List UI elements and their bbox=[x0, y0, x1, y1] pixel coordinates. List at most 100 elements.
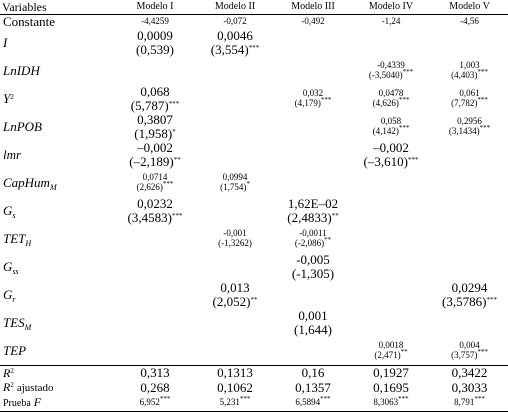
cell: -0,005 (-1,305) bbox=[275, 253, 351, 281]
table-row: LnPOB 0,3807 (1,958)* 0,058 (4,142)*** 0,2956… bbox=[0, 113, 508, 141]
label-emphasis: F bbox=[33, 395, 42, 410]
significance: ** bbox=[250, 295, 258, 304]
coefficient: 8,3063 bbox=[373, 397, 399, 408]
coefficient-line: -0,001 bbox=[195, 228, 275, 239]
significance: *** bbox=[239, 395, 251, 404]
label-text: R bbox=[3, 365, 11, 380]
coefficient-line: 0,0046 bbox=[195, 29, 275, 43]
t-stat-line: (7,782)*** bbox=[431, 96, 508, 108]
cell bbox=[275, 169, 351, 197]
cell bbox=[195, 197, 275, 225]
cell bbox=[115, 309, 195, 337]
significance: *** bbox=[479, 123, 491, 132]
row-label: TETH bbox=[0, 225, 115, 253]
significance: ** bbox=[173, 155, 181, 164]
coefficient: -4,4259 bbox=[141, 16, 169, 27]
coefficient: 0,0994 bbox=[222, 172, 248, 183]
t-stat-line: (2,471)** bbox=[351, 348, 431, 360]
cell bbox=[351, 281, 431, 309]
t-statistic: (-1,305) bbox=[291, 265, 335, 281]
label-text: TEP bbox=[3, 342, 27, 358]
t-statistic: (4,142) bbox=[372, 125, 399, 136]
coefficient-line: 0,004 bbox=[431, 340, 508, 350]
coefficient-line: 6,952*** bbox=[115, 396, 195, 407]
cell bbox=[275, 113, 351, 141]
coefficient-line: -1,24 bbox=[351, 16, 431, 27]
cell bbox=[115, 281, 195, 309]
coefficient: 0,3033 bbox=[451, 380, 488, 396]
cell: 0,032 (4,179)*** bbox=[275, 85, 351, 113]
coefficient-line: 0,16 bbox=[275, 366, 351, 380]
cell: 1,62E–02 (2,4833)** bbox=[275, 197, 351, 225]
t-statistic: (2,626) bbox=[136, 181, 163, 192]
t-stat-line: (3,1434)*** bbox=[431, 123, 508, 136]
coefficient: 0,268 bbox=[140, 380, 170, 396]
t-stat-line: (2,626)*** bbox=[115, 180, 195, 192]
cell bbox=[115, 337, 195, 366]
label-text: G bbox=[3, 258, 13, 274]
cell bbox=[351, 309, 431, 337]
t-stat-line: (4,179)*** bbox=[275, 96, 351, 108]
t-stat-line: (3,4583)*** bbox=[115, 210, 195, 225]
coefficient-line: -0,005 bbox=[275, 253, 351, 267]
cell: 0,0232 (3,4583)*** bbox=[115, 197, 195, 225]
t-statistic: (3,1434) bbox=[448, 125, 480, 136]
cell: 0,068 (5,787)*** bbox=[115, 85, 195, 113]
cell: 8,791*** bbox=[431, 395, 508, 412]
row-label: LnIDH bbox=[0, 57, 115, 85]
coefficient-line: 0,3033 bbox=[431, 381, 508, 395]
coefficient: -1,24 bbox=[381, 16, 401, 27]
coefficient: 6,5894 bbox=[295, 397, 321, 408]
t-statistic: (4,626) bbox=[372, 97, 399, 108]
cell: -1,24 bbox=[351, 15, 431, 29]
column-header: Modelo I bbox=[115, 0, 195, 15]
coefficient-line: 0,061 bbox=[431, 88, 508, 98]
cell: 0,058 (4,142)*** bbox=[351, 113, 431, 141]
row-label: Prueba F bbox=[0, 395, 115, 412]
coefficient-line: 0,268 bbox=[115, 381, 195, 395]
significance: *** bbox=[171, 211, 183, 220]
cell bbox=[275, 29, 351, 57]
coefficient-line: 0,0232 bbox=[115, 197, 195, 211]
t-stat-line: (3,554)*** bbox=[195, 42, 275, 57]
label-superscript: 2 bbox=[10, 366, 14, 375]
label-text: TES bbox=[3, 314, 25, 330]
cell bbox=[431, 253, 508, 281]
cell: 0,0714 (2,626)*** bbox=[115, 169, 195, 197]
t-statistic: (1,958) bbox=[134, 125, 173, 141]
t-statistic: (-2,086) bbox=[294, 237, 325, 248]
table-row: Gs 0,0232 (3,4583)*** 1,62E–02 (2,4833)** bbox=[0, 197, 508, 225]
cell: -4,4259 bbox=[115, 15, 195, 29]
cell bbox=[195, 113, 275, 141]
cell bbox=[431, 225, 508, 253]
cell: 0,0018 (2,471)** bbox=[351, 337, 431, 366]
cell: 0,1357 bbox=[275, 381, 351, 396]
coefficient: 0,1695 bbox=[373, 380, 409, 396]
coefficient: -0,492 bbox=[301, 16, 325, 27]
coefficient: 0,3807 bbox=[137, 112, 173, 127]
coefficient-line: 0,013 bbox=[195, 281, 275, 295]
cell bbox=[115, 57, 195, 85]
t-statistic: (3,5786) bbox=[442, 293, 487, 309]
cell bbox=[275, 281, 351, 309]
t-statistic: (3,757) bbox=[451, 349, 478, 360]
column-header: Modelo III bbox=[275, 0, 351, 15]
coefficient: 8,791 bbox=[454, 397, 475, 408]
coefficient-line: 1,62E–02 bbox=[275, 197, 351, 211]
coefficient: –0,002 bbox=[373, 140, 409, 155]
coefficient-line: 0,0018 bbox=[351, 340, 431, 350]
cell bbox=[351, 29, 431, 57]
label-subscript: H bbox=[25, 238, 32, 248]
coefficient: -0,005 bbox=[296, 252, 330, 267]
coefficient: 0,1313 bbox=[217, 365, 253, 381]
significance: *** bbox=[398, 123, 410, 132]
coefficient-line: 0,2956 bbox=[431, 116, 508, 126]
t-stat-line: (4,626)*** bbox=[351, 96, 431, 108]
t-statistic: (2,052) bbox=[212, 293, 251, 309]
t-statistic: (4,403) bbox=[451, 69, 478, 80]
t-stat-line: (1,644) bbox=[275, 322, 351, 337]
coefficient: -0,001 bbox=[223, 228, 247, 239]
cell bbox=[195, 253, 275, 281]
coefficient-line: 0,1357 bbox=[275, 381, 351, 395]
